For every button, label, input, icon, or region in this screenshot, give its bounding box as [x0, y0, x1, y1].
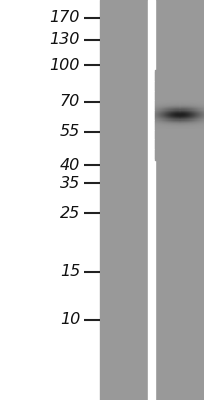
Text: 40: 40 [60, 158, 80, 172]
Text: 70: 70 [60, 94, 80, 110]
Text: 100: 100 [50, 58, 80, 72]
Text: 130: 130 [50, 32, 80, 48]
Text: 55: 55 [60, 124, 80, 140]
Text: 170: 170 [50, 10, 80, 26]
Text: 25: 25 [60, 206, 80, 220]
Text: 10: 10 [60, 312, 80, 328]
Text: 15: 15 [60, 264, 80, 280]
Text: 35: 35 [60, 176, 80, 190]
